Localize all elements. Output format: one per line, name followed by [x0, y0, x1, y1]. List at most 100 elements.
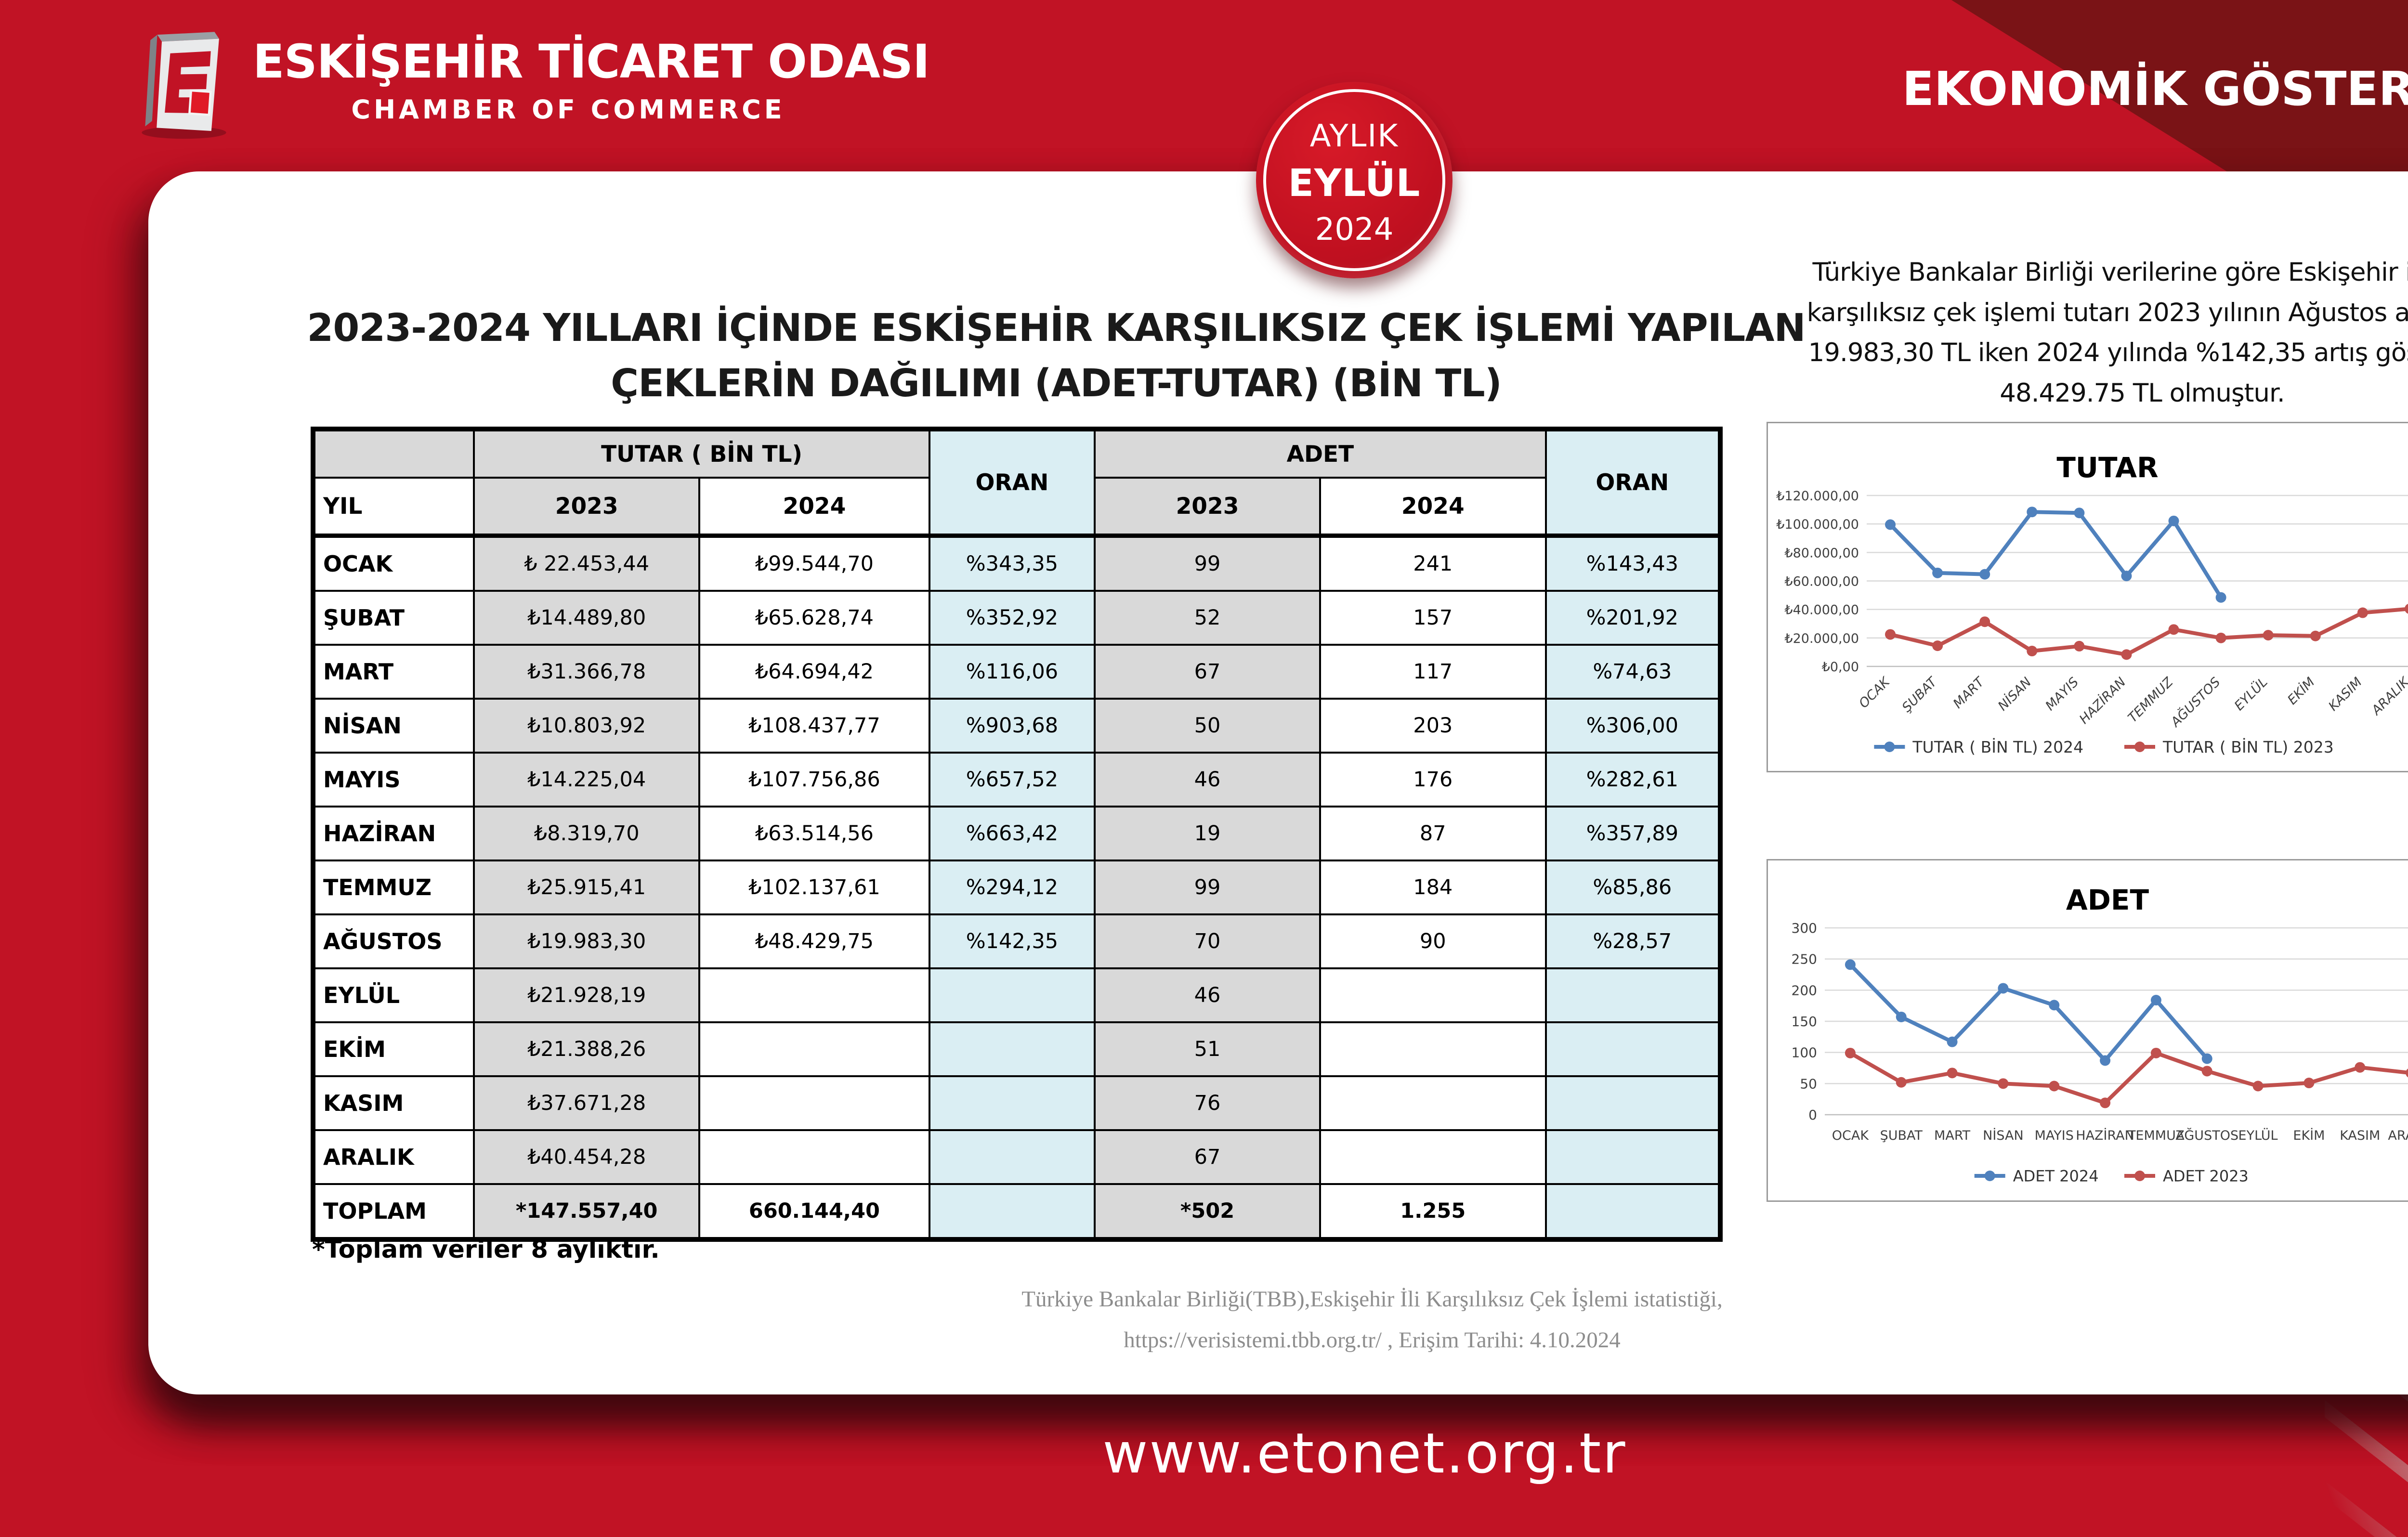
- table-cell: 157: [1319, 590, 1547, 646]
- source-citation: Türkiye Bankalar Birliği(TBB),Eskişehir …: [148, 1279, 2408, 1360]
- table-cell: ₺21.388,26: [473, 1021, 701, 1077]
- table-cell: %116,06: [928, 644, 1096, 700]
- table-cell: [698, 1021, 930, 1077]
- table-cell: [698, 967, 930, 1023]
- row-month-label: OCAK: [312, 534, 475, 592]
- table-cell: %74,63: [1544, 644, 1722, 700]
- footnote: *Toplam veriler 8 aylıktır.: [312, 1236, 660, 1264]
- data-table: TUTAR ( BİN TL) ORAN ADET ORAN YIL 2023 …: [311, 427, 1723, 1242]
- table-row: NİSAN ₺10.803,92 ₺108.437,77 %903,68 50 203 %3…: [312, 698, 1722, 754]
- corner-cell: [312, 428, 475, 479]
- table-cell: %663,42: [928, 806, 1096, 861]
- table-cell: 241: [1319, 534, 1547, 592]
- table-cell: [1544, 1183, 1722, 1240]
- row-month-label: TOPLAM: [312, 1183, 475, 1240]
- table-cell: %28,57: [1544, 913, 1722, 969]
- adet-chart-card: ADET 0 50 100 150 200 250 300 OCAK ŞUBAT MART NİSAN…: [1767, 859, 2408, 1202]
- table-row: TOPLAM *147.557,40 660.144,40 *502 1.255: [312, 1183, 1722, 1240]
- table-cell: ₺102.137,61: [698, 860, 930, 915]
- table-row: EYLÜL ₺21.928,19 46: [312, 967, 1722, 1023]
- svg-text:TUTAR ( BİN TL) 2023: TUTAR ( BİN TL) 2023: [2162, 738, 2334, 756]
- table-cell: [1544, 967, 1722, 1023]
- table-cell: [1544, 1075, 1722, 1131]
- table-cell: [1319, 967, 1547, 1023]
- svg-text:₺40.000,00: ₺40.000,00: [1784, 603, 1859, 618]
- svg-text:150: 150: [1792, 1014, 1817, 1029]
- table-cell: [1544, 1021, 1722, 1077]
- svg-text:EKİM: EKİM: [2293, 1128, 2325, 1143]
- table-cell: ₺37.671,28: [473, 1075, 701, 1131]
- svg-text:ADET: ADET: [2066, 884, 2149, 916]
- table-cell: 67: [1094, 644, 1321, 700]
- table-cell: [928, 1021, 1096, 1077]
- table-row: EKİM ₺21.388,26 51: [312, 1021, 1722, 1077]
- table-cell: ₺108.437,77: [698, 698, 930, 754]
- table-row: MART ₺31.366,78 ₺64.694,42 %116,06 67 117 %74,…: [312, 644, 1722, 700]
- table-cell: ₺63.514,56: [698, 806, 930, 861]
- footer: www.etonet.org.tr: [0, 1421, 2408, 1486]
- table-cell: 1.255: [1319, 1183, 1547, 1240]
- table-cell: ₺107.756,86: [698, 752, 930, 808]
- summary-text: Türkiye Bankalar Birliği verilerine göre…: [1806, 258, 2408, 408]
- row-month-label: ŞUBAT: [312, 590, 475, 646]
- table-cell: 87: [1319, 806, 1547, 861]
- table-cell: 52: [1094, 590, 1321, 646]
- adet-2024-header: 2024: [1319, 477, 1547, 537]
- table-cell: [928, 1075, 1096, 1131]
- row-month-label: NİSAN: [312, 698, 475, 754]
- table-year-header-row: YIL 2023 2024 2023 2024: [312, 477, 1720, 537]
- table-cell: 117: [1319, 644, 1547, 700]
- table-cell: [698, 1129, 930, 1185]
- table-row: AĞUSTOS ₺19.983,30 ₺48.429,75 %142,35 70 90 %2…: [312, 913, 1722, 969]
- table-cell: ₺40.454,28: [473, 1129, 701, 1185]
- svg-text:TUTAR: TUTAR: [2056, 451, 2158, 484]
- table-row: HAZİRAN ₺8.319,70 ₺63.514,56 %663,42 19 87 %35…: [312, 806, 1722, 861]
- page-title: 2023-2024 YILLARI İÇİNDE ESKİŞEHİR KARŞI…: [245, 300, 1868, 411]
- row-month-label: MAYIS: [312, 752, 475, 808]
- svg-text:OCAK: OCAK: [1832, 1128, 1870, 1143]
- svg-text:50: 50: [1800, 1076, 1817, 1092]
- table-cell: *502: [1094, 1183, 1321, 1240]
- table-group-header-row: TUTAR ( BİN TL) ORAN ADET ORAN: [312, 428, 1722, 537]
- table-cell: 660.144,40: [698, 1183, 930, 1240]
- svg-text:HAZİRAN: HAZİRAN: [2076, 1128, 2134, 1143]
- table-cell: 46: [1094, 967, 1321, 1023]
- svg-text:ADET 2024: ADET 2024: [2013, 1167, 2099, 1185]
- table-cell: 99: [1094, 860, 1321, 915]
- table-cell: %357,89: [1544, 806, 1722, 861]
- table-cell: 176: [1319, 752, 1547, 808]
- tutar-2023-header: 2023: [473, 477, 701, 537]
- table-cell: ₺31.366,78: [473, 644, 701, 700]
- table-cell: %85,86: [1544, 860, 1722, 915]
- table-cell: ₺14.225,04: [473, 752, 701, 808]
- svg-text:ŞUBAT: ŞUBAT: [1880, 1128, 1923, 1143]
- row-month-label: EYLÜL: [312, 967, 475, 1023]
- svg-text:250: 250: [1792, 951, 1817, 967]
- svg-text:TUTAR ( BİN TL) 2024: TUTAR ( BİN TL) 2024: [1912, 738, 2083, 756]
- table-row: OCAK ₺ 22.453,44 ₺99.544,70 %343,35 99 241 %14…: [312, 534, 1722, 592]
- svg-text:300: 300: [1792, 920, 1817, 936]
- svg-text:ARALIK: ARALIK: [2388, 1128, 2408, 1143]
- table-cell: 203: [1319, 698, 1547, 754]
- table-cell: ₺21.928,19: [473, 967, 701, 1023]
- svg-text:200: 200: [1792, 982, 1817, 998]
- table-cell: [928, 1183, 1096, 1240]
- top-left-diagonal-stripes: [0, 250, 164, 568]
- org-name: ESKİŞEHİR TİCARET ODASI: [253, 35, 930, 89]
- svg-text:₺60.000,00: ₺60.000,00: [1784, 574, 1859, 589]
- svg-text:₺0,00: ₺0,00: [1822, 660, 1859, 675]
- table-cell: ₺ 22.453,44: [473, 534, 701, 592]
- table-row: MAYIS ₺14.225,04 ₺107.756,86 %657,52 46 176 %2…: [312, 752, 1722, 808]
- table-cell: %657,52: [928, 752, 1096, 808]
- eto-logo-icon: [142, 32, 226, 139]
- tutar-chart: TUTAR ₺0,00 ₺20.000,00 ₺40.000,00 ₺60.000,00…: [1768, 423, 2408, 771]
- table-cell: ₺64.694,42: [698, 644, 930, 700]
- svg-text:NİSAN: NİSAN: [1983, 1128, 2023, 1143]
- table-cell: %352,92: [928, 590, 1096, 646]
- table-container: TUTAR ( BİN TL) ORAN ADET ORAN YIL 2023 …: [311, 427, 1723, 1242]
- table-cell: %903,68: [928, 698, 1096, 754]
- table-cell: %343,35: [928, 534, 1096, 592]
- table-cell: ₺14.489,80: [473, 590, 701, 646]
- table-cell: ₺65.628,74: [698, 590, 930, 646]
